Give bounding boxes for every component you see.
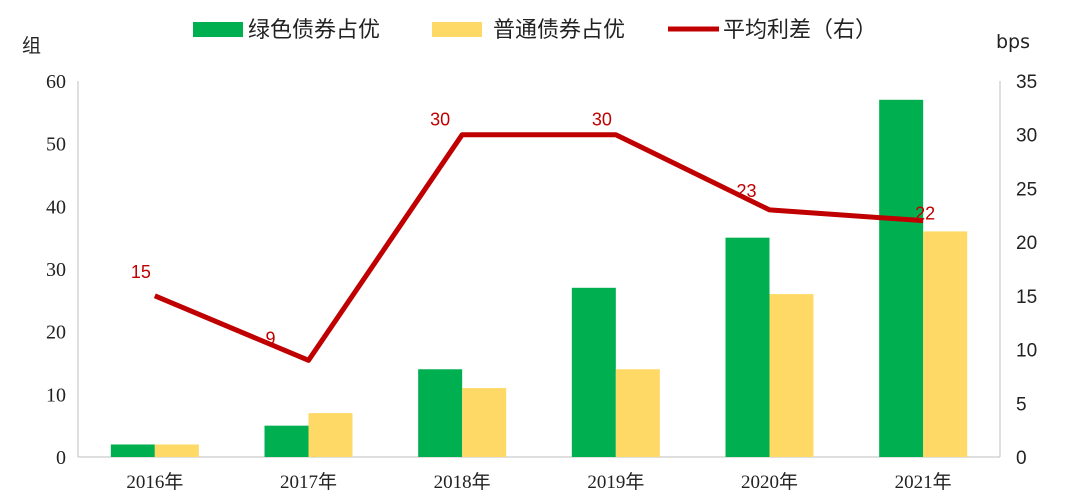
bar-regular-4 (769, 294, 814, 457)
x-tick-label: 2016年 (126, 471, 183, 493)
bar-green-5 (879, 99, 924, 458)
spread-line (153, 132, 924, 363)
x-tick-label: 2019年 (587, 471, 644, 493)
legend-green-swatch (193, 22, 243, 37)
bar-green-4 (725, 237, 770, 457)
bar-green-0 (110, 444, 155, 457)
spread-data-label: 30 (592, 110, 612, 130)
y-right-tick-label: 30 (1016, 126, 1037, 147)
y-left-tick-label: 20 (46, 322, 66, 344)
x-tick-label: 2017年 (280, 471, 337, 493)
legend-regular-label: 普通债券占优 (493, 18, 625, 43)
x-tick-label: 2020年 (741, 471, 798, 493)
bar-regular-0 (154, 444, 199, 457)
y-left-tick-label: 30 (46, 259, 66, 281)
y-right-tick-label: 25 (1016, 179, 1037, 200)
bar-regular-3 (615, 369, 660, 457)
y-left-tick-label: 50 (46, 134, 66, 156)
spread-data-label: 23 (736, 181, 756, 201)
spread-data-label: 30 (430, 110, 450, 130)
y-left-tick-label: 0 (56, 447, 66, 469)
y-right-axis-label: bps (996, 31, 1030, 53)
y-right-tick-label: 15 (1016, 287, 1037, 308)
y-left-tick-label: 10 (46, 384, 66, 406)
bar-green-2 (418, 369, 463, 457)
y-right-tick-label: 35 (1016, 72, 1037, 93)
bar-regular-5 (923, 231, 968, 457)
spread-data-label: 9 (265, 328, 275, 348)
bar-green-1 (264, 425, 309, 457)
y-right-tick-label: 0 (1016, 448, 1027, 469)
y-left-axis-label: 组 (22, 35, 41, 57)
x-tick-label: 2021年 (895, 471, 952, 493)
bar-green-3 (571, 287, 616, 457)
legend-spread-label: 平均利差（右） (723, 18, 877, 43)
bar-regular-1 (308, 413, 353, 457)
bar-regular-2 (462, 388, 507, 457)
y-left-tick-label: 60 (46, 71, 66, 93)
spread-data-label: 15 (131, 262, 151, 282)
y-right-tick-label: 20 (1016, 233, 1037, 254)
y-right-tick-label: 5 (1016, 394, 1027, 415)
spread-data-label: 22 (915, 204, 935, 224)
legend-green-label: 绿色债券占优 (248, 18, 380, 43)
y-right-tick-label: 10 (1016, 341, 1037, 362)
legend-regular-swatch (432, 22, 482, 37)
y-left-tick-label: 40 (46, 196, 66, 218)
x-tick-label: 2018年 (434, 471, 491, 493)
